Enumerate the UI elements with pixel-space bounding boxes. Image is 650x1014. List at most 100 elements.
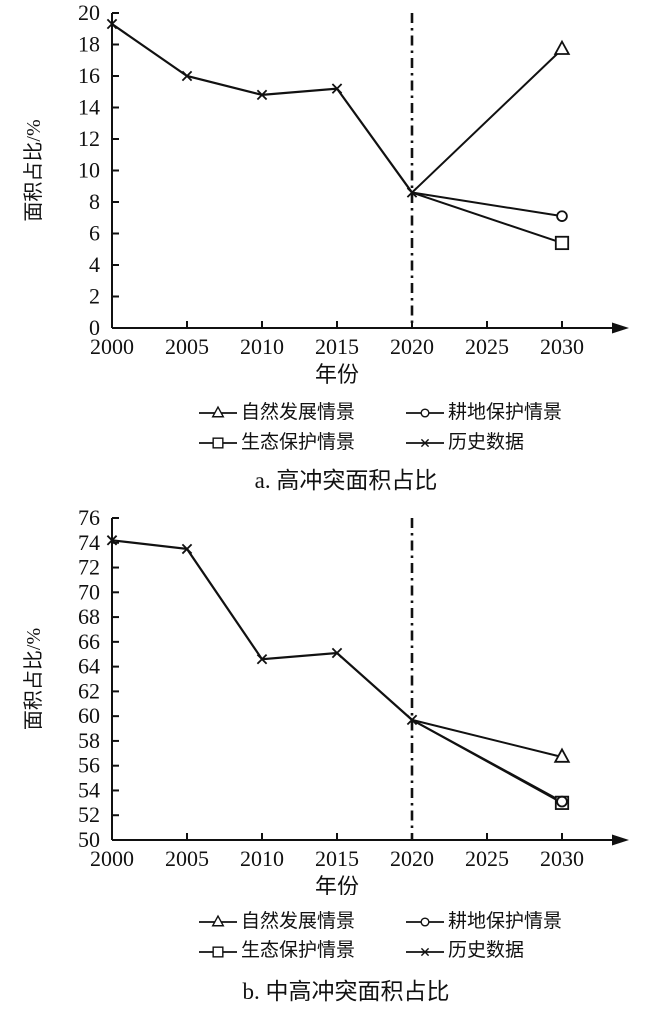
x-marker-icon xyxy=(406,714,418,725)
chart-a-plot: 0 2 4 6 8 10 12 14 16 18 20 2000 2005 2010 2015 2020 202… xyxy=(22,0,629,387)
legend-item-x: 历史数据 xyxy=(405,940,524,963)
y-tick-label: 14 xyxy=(78,95,100,120)
circle-marker-icon xyxy=(420,408,430,418)
x-marker-icon xyxy=(406,187,418,198)
x-marker-icon xyxy=(256,89,268,101)
figure-a: 0 2 4 6 8 10 12 14 16 18 20 2000 2005 2010 2015 2020 202… xyxy=(0,0,650,495)
y-tick-label: 76 xyxy=(78,505,100,530)
square-marker-icon xyxy=(554,235,570,251)
legend-triangle-icon xyxy=(199,406,237,418)
x-tick-label: 2005 xyxy=(165,334,209,359)
x-tick-label: 2000 xyxy=(90,334,134,359)
series-line-circle xyxy=(411,191,563,218)
legend-row: 生态保护情景 历史数据 xyxy=(198,432,650,455)
x-tick-label: 2000 xyxy=(90,846,134,871)
x-tick-label: 2005 xyxy=(165,846,209,871)
y-tick-label: 2 xyxy=(89,284,100,309)
figure-b: 50 52 54 56 58 60 62 64 66 68 70 72 74 76 2000 2005 2010… xyxy=(0,495,650,1007)
square-marker-icon xyxy=(212,946,224,958)
x-marker-icon xyxy=(420,439,430,448)
triangle-marker-icon xyxy=(553,39,571,55)
legend-circle-icon xyxy=(406,408,444,418)
y-tick-label: 0 xyxy=(89,315,100,340)
legend-row: 生态保护情景 历史数据 xyxy=(198,940,650,963)
chart-a-caption: a. 高冲突面积占比 xyxy=(254,467,438,493)
legend-x-icon xyxy=(406,439,444,448)
y-tick-label: 50 xyxy=(78,827,100,852)
y-tick-label: 18 xyxy=(78,32,100,57)
x-marker-icon xyxy=(106,534,118,546)
x-tick-label: 2020 xyxy=(390,846,434,871)
x-tick-label: 2025 xyxy=(465,334,509,359)
x-marker-icon xyxy=(106,18,118,30)
legend-circle-icon xyxy=(406,917,444,927)
y-tick-label: 68 xyxy=(78,604,100,629)
legend-square-icon xyxy=(199,946,237,958)
y-tick-label: 10 xyxy=(78,158,100,183)
legend-x-icon xyxy=(406,947,444,956)
x-marker-icon xyxy=(181,70,193,82)
y-axis-title: 面积占比/% xyxy=(22,119,45,221)
y-tick-label: 54 xyxy=(78,777,100,802)
circle-marker-icon xyxy=(420,917,430,927)
legend-label: 历史数据 xyxy=(448,431,525,453)
y-tick-label: 66 xyxy=(78,628,100,653)
triangle-marker-icon xyxy=(211,406,225,418)
legend-label: 自然发展情景 xyxy=(241,402,356,423)
series-line-triangle xyxy=(411,718,563,758)
chart-a-legend: 自然发展情景 耕地保护情景生态保护情景 历史数据 xyxy=(0,402,650,455)
y-tick-label: 20 xyxy=(78,0,100,25)
legend-label: 耕地保护情景 xyxy=(448,910,563,932)
x-tick-label: 2030 xyxy=(540,334,584,359)
circle-marker-icon xyxy=(556,795,568,808)
y-tick-label: 64 xyxy=(78,653,100,678)
series-line-circle xyxy=(411,718,563,803)
x-marker-icon xyxy=(331,83,343,94)
x-axis-arrow-icon xyxy=(612,834,629,846)
series-line-x xyxy=(111,538,413,721)
y-tick-label: 60 xyxy=(78,703,100,728)
y-tick-label: 52 xyxy=(78,802,100,827)
chart-b-caption: b. 中高冲突面积占比 xyxy=(242,979,450,1005)
x-tick-label: 2015 xyxy=(315,334,359,359)
y-axis-title: 面积占比/% xyxy=(22,627,45,729)
x-tick-label: 2015 xyxy=(315,846,359,871)
series-line-square xyxy=(411,191,563,244)
y-tick-label: 4 xyxy=(89,252,100,277)
legend-label: 耕地保护情景 xyxy=(448,402,563,423)
legend-label: 自然发展情景 xyxy=(241,910,356,932)
x-marker-icon xyxy=(256,653,268,665)
series-line-triangle xyxy=(411,48,563,194)
x-marker-icon xyxy=(331,647,343,658)
legend-label: 历史数据 xyxy=(448,940,525,962)
x-tick-label: 2010 xyxy=(240,334,284,359)
circle-marker-icon xyxy=(556,210,568,222)
triangle-marker-icon xyxy=(211,914,225,927)
x-marker-icon xyxy=(181,543,193,554)
y-tick-label: 74 xyxy=(78,529,100,554)
legend-row: 自然发展情景 耕地保护情景 xyxy=(198,402,650,425)
legend-item-circle: 耕地保护情景 xyxy=(405,402,562,425)
x-marker-icon xyxy=(420,947,430,956)
y-tick-label: 8 xyxy=(89,189,100,214)
y-tick-label: 72 xyxy=(78,554,100,579)
triangle-marker-icon xyxy=(553,747,571,763)
legend-label: 生态保护情景 xyxy=(241,940,356,962)
y-tick-label: 56 xyxy=(78,752,100,777)
y-tick-label: 70 xyxy=(78,579,100,604)
y-tick-label: 62 xyxy=(78,678,100,703)
legend-label: 生态保护情景 xyxy=(241,431,356,453)
legend-item-square: 生态保护情景 xyxy=(198,940,405,963)
legend-square-icon xyxy=(199,437,237,449)
x-axis-title: 年份 xyxy=(315,874,359,895)
y-tick-label: 16 xyxy=(78,63,100,88)
x-tick-label: 2030 xyxy=(540,846,584,871)
x-tick-label: 2020 xyxy=(390,334,434,359)
x-tick-label: 2010 xyxy=(240,846,284,871)
legend-item-triangle: 自然发展情景 xyxy=(198,402,405,425)
legend-triangle-icon xyxy=(199,914,237,927)
y-tick-label: 58 xyxy=(78,728,100,753)
legend-item-circle: 耕地保护情景 xyxy=(405,911,562,934)
